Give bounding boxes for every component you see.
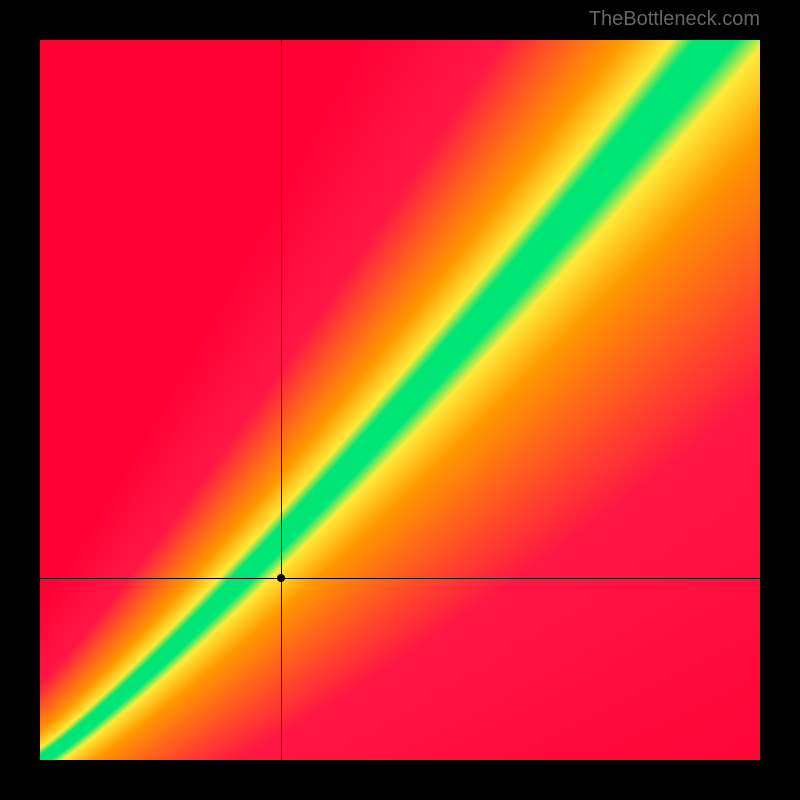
crosshair-horizontal <box>40 578 760 579</box>
heatmap-chart <box>40 40 760 760</box>
watermark-text: TheBottleneck.com <box>589 8 760 31</box>
marker-point <box>277 574 285 582</box>
heatmap-canvas <box>40 40 760 760</box>
crosshair-vertical <box>281 40 282 760</box>
